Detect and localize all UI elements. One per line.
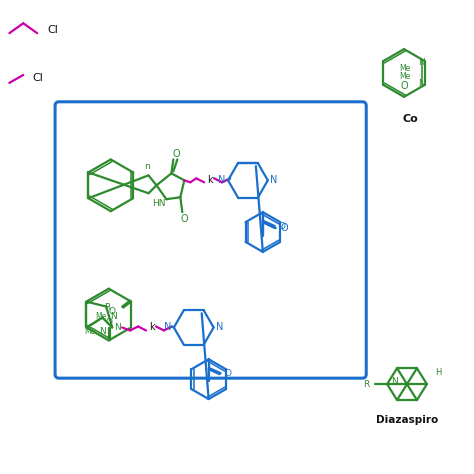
Text: O: O — [181, 214, 188, 224]
Text: O: O — [225, 369, 232, 378]
Text: k: k — [149, 322, 155, 332]
Text: Diazaspiro: Diazaspiro — [376, 415, 438, 425]
Text: N: N — [216, 322, 223, 332]
Text: Co: Co — [402, 114, 418, 124]
Text: R: R — [104, 303, 110, 312]
Text: Cl: Cl — [47, 25, 58, 35]
Text: H: H — [436, 368, 442, 377]
Text: k: k — [207, 175, 213, 185]
Text: O: O — [279, 221, 286, 230]
Text: Me: Me — [84, 328, 96, 337]
Text: n: n — [144, 162, 149, 171]
Text: N: N — [419, 80, 425, 89]
Text: Me: Me — [400, 73, 411, 82]
Text: N: N — [99, 328, 105, 337]
Text: Me: Me — [96, 312, 107, 321]
Text: Me: Me — [400, 64, 411, 73]
Text: HN: HN — [152, 199, 165, 208]
Text: R: R — [363, 380, 369, 389]
Text: N: N — [270, 175, 277, 185]
Text: O: O — [105, 318, 112, 327]
Text: O: O — [173, 149, 180, 159]
Text: N: N — [164, 322, 172, 332]
Text: N: N — [419, 57, 425, 66]
Text: O: O — [281, 223, 288, 233]
Text: Cl: Cl — [32, 73, 43, 83]
Text: N: N — [110, 312, 117, 321]
Text: N: N — [114, 323, 120, 332]
Text: N: N — [391, 377, 398, 386]
Text: N: N — [219, 175, 226, 185]
Text: O: O — [108, 307, 115, 316]
Text: O: O — [400, 81, 408, 91]
